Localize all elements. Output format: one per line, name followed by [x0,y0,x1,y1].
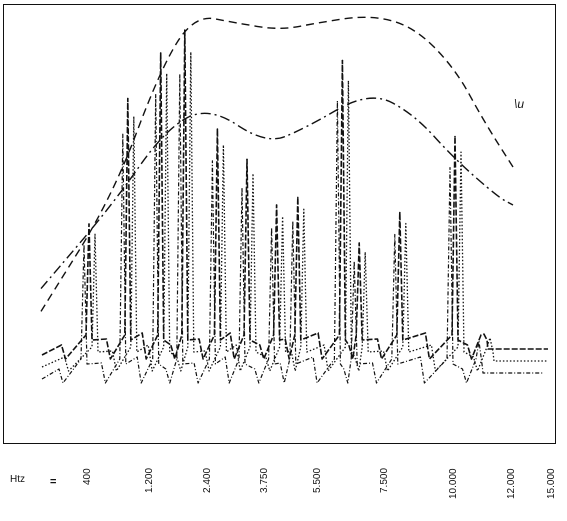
x-tick-label: 12.000 [506,468,517,499]
spectrum-peak-4 [184,29,186,32]
spectrum-peak-11 [399,211,401,214]
plot-frame: \u [3,4,556,444]
x-tick-label: 3.750 [259,467,270,493]
spectrum-trace-1 [41,29,548,360]
x-tick-label: 5.500 [312,467,323,493]
x-tick-label: 2.400 [202,467,213,493]
spectrum-peak-1 [88,223,90,225]
corner-annotation: \u [514,97,525,111]
spectrum-peak-3 [159,52,162,54]
spectrum-peak-5 [216,128,219,130]
dashed-envelope-curve [40,16,514,312]
x-tick-label: 400 [82,468,93,485]
x-tick-label: 7.500 [379,467,390,493]
spectrum-peak-12 [454,135,456,138]
spectrum-trace-2 [41,51,548,372]
x-tick-label: 1.200 [144,467,155,493]
x-axis-unit-label: Htz [10,474,25,485]
x-tick-label: 15.000 [546,468,557,499]
spectrum-peak-7 [275,204,278,206]
spectrum-peak-6 [246,158,248,161]
spectrum-plot [40,16,548,384]
dash-dot-envelope-curve [40,97,514,290]
spectrum-peak-10 [358,242,361,244]
spectrum-peak-8 [297,196,299,199]
spectrum-peak-9 [341,59,344,62]
x-tick-label: 10.000 [448,468,459,499]
x-axis-unit-marker: = [50,476,57,488]
spectrum-peak-2 [127,97,129,100]
spectrum-peak-13 [483,333,485,336]
spectrum-trace-3 [41,73,543,384]
